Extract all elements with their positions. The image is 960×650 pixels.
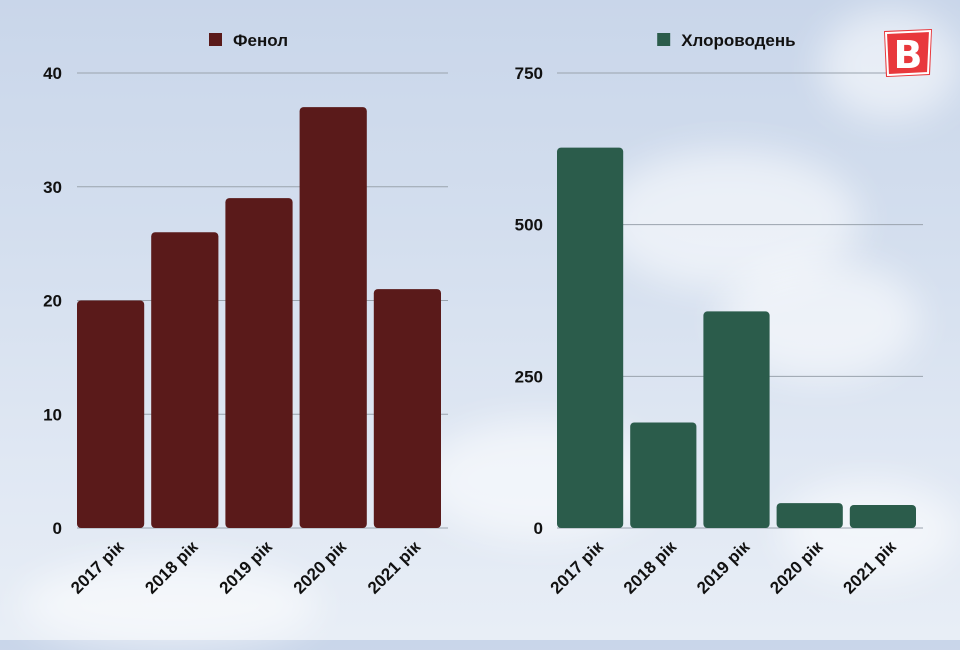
- bar: [225, 198, 293, 528]
- bar: [703, 311, 770, 528]
- x-tick-label: 2018 рік: [620, 537, 681, 598]
- logo-letter: B: [894, 33, 923, 77]
- chart-phenol: 0 10 20 30 40 2017 рік 2018 рік 2019 рік 2020 рі…: [43, 31, 448, 598]
- y-tick-label: 250: [515, 367, 543, 386]
- legend-swatch: [657, 33, 671, 46]
- x-tick-label: 2020 рік: [766, 537, 827, 598]
- x-tick-label: 2019 рік: [216, 537, 277, 598]
- y-tick-label: 40: [43, 64, 62, 83]
- y-tick-label: 0: [534, 519, 543, 538]
- legend-label: Фенол: [233, 31, 288, 50]
- bar: [299, 107, 367, 528]
- bar: [373, 289, 441, 528]
- y-tick-label: 20: [43, 292, 62, 311]
- legend-swatch: [209, 33, 222, 46]
- legend: Фенол: [209, 31, 288, 50]
- y-tick-label: 500: [515, 216, 543, 235]
- x-tick-label: 2018 рік: [141, 537, 202, 598]
- legend-label: Хлороводень: [681, 31, 795, 50]
- x-tick-label: 2017 рік: [547, 537, 608, 598]
- chart-hydrogen-chloride: 0 250 500 750 2017 рік 2018 рік 2019 рік 2020 р…: [515, 31, 923, 598]
- bar: [776, 503, 843, 528]
- y-tick-label: 30: [43, 178, 62, 197]
- y-tick-label: 0: [53, 519, 62, 538]
- logo-icon: B: [882, 27, 934, 79]
- bar: [630, 422, 697, 528]
- y-tick-label: 750: [515, 64, 543, 83]
- bar: [849, 504, 916, 528]
- x-tick-label: 2020 рік: [290, 537, 351, 598]
- x-tick-label: 2021 рік: [364, 537, 425, 598]
- bar: [77, 300, 145, 528]
- bar: [557, 147, 624, 528]
- bar: [151, 232, 219, 528]
- y-tick-label: 10: [43, 405, 62, 424]
- x-tick-label: 2017 рік: [67, 537, 128, 598]
- x-tick-label: 2021 рік: [840, 537, 901, 598]
- x-tick-label: 2019 рік: [693, 537, 754, 598]
- legend: Хлороводень: [657, 31, 796, 50]
